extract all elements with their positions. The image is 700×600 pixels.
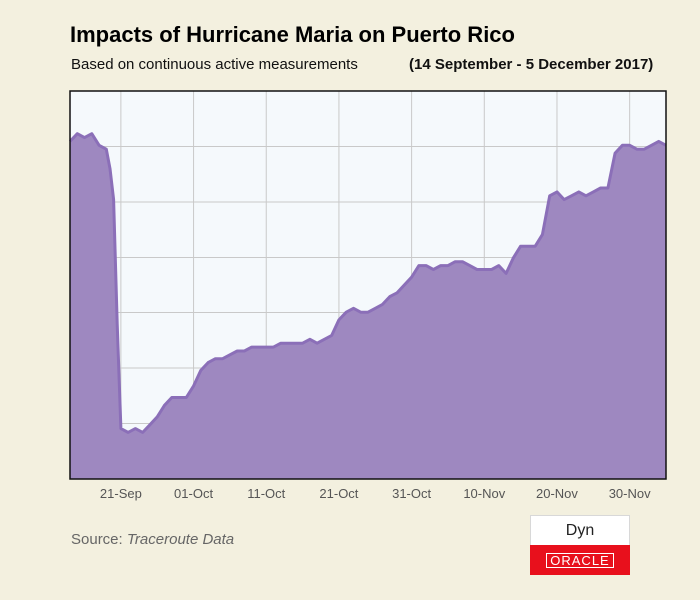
source-label: Source: [71,531,123,548]
source-note: Source: Traceroute Data [71,531,234,548]
x-tick-label-2: 11-Oct [247,486,285,501]
x-tick-label-6: 20-Nov [536,486,578,501]
series-line-active-measurements [68,132,667,434]
dyn-logo-text: Dyn [530,515,630,545]
oracle-logo-text: ORACLE [546,552,614,568]
x-tick-label-5: 10-Nov [463,486,505,501]
plot-border [69,90,667,480]
x-tick-label-0: 21-Sep [100,486,142,501]
dyn-oracle-logo: Dyn ORACLE [530,515,630,575]
chart-date-range: (14 September - 5 December 2017) [409,56,654,73]
x-axis-ticks: 21-Sep 01-Oct 11-Oct 21-Oct 31-Oct 10-Nov 20-N… [100,486,651,501]
chart-title: Impacts of Hurricane Maria on Puerto Ric… [70,22,515,47]
x-tick-label-4: 31-Oct [392,486,431,501]
oracle-logo-band: ORACLE [530,545,630,575]
x-tick-label-3: 21-Oct [319,486,358,501]
series-area-active-measurements [70,133,666,479]
chart-subtitle: Based on continuous active measurements [71,56,358,73]
source-value: Traceroute Data [126,531,235,548]
x-tick-label-1: 01-Oct [174,486,213,501]
x-tick-label-7: 30-Nov [609,486,651,501]
